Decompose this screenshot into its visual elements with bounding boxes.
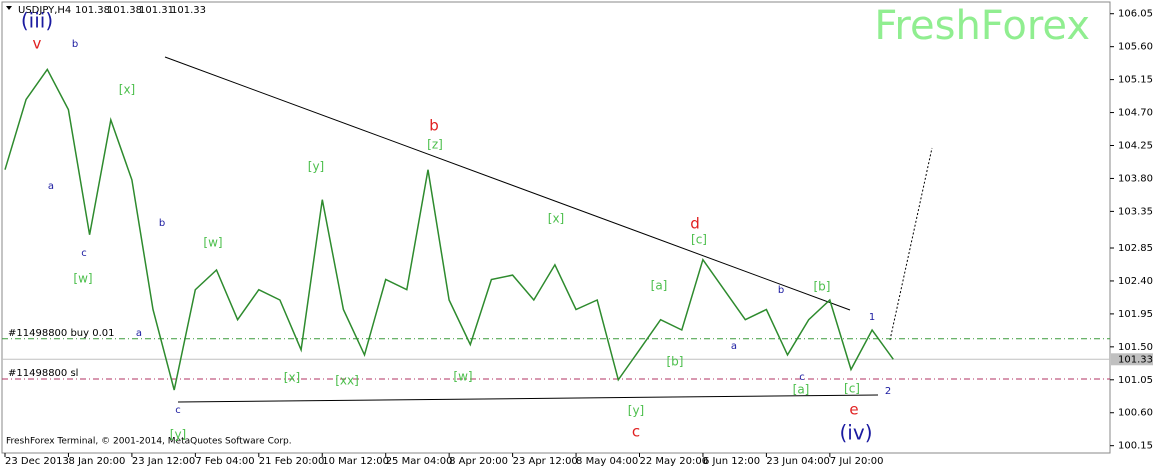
wave-label: [z]: [427, 138, 443, 152]
wave-label: c: [81, 248, 87, 259]
y-tick-label: 101.50: [1118, 342, 1153, 353]
wave-label: [c]: [691, 233, 707, 247]
x-tick-label: 10 Mar 12:00: [322, 456, 389, 467]
wave-label: b: [72, 39, 78, 50]
wave-label: [b]: [667, 355, 684, 369]
wave-label: [x]: [119, 83, 135, 97]
menu-arrow[interactable]: [6, 6, 12, 10]
wave-label: [w]: [73, 272, 92, 286]
y-tick-label: 104.70: [1118, 108, 1153, 119]
y-tick-label: 100.15: [1118, 441, 1153, 452]
wave-label: [x]: [284, 371, 300, 385]
ohlc-value: 101.31: [139, 5, 174, 16]
y-tick-label: 103.35: [1118, 206, 1153, 217]
wave-label: v: [33, 35, 42, 53]
x-tick-label: 8 Jan 20:00: [68, 456, 125, 467]
ohlc-value: 101.38: [107, 5, 142, 16]
x-tick-label: 7 Feb 04:00: [195, 456, 254, 467]
wave-label: [w]: [203, 236, 222, 250]
x-tick-label: 23 Jun 04:00: [766, 456, 830, 467]
x-tick-label: 6 Jun 12:00: [703, 456, 760, 467]
x-tick-label: 23 Apr 12:00: [513, 456, 578, 467]
x-tick-label: 23 Dec 2013: [5, 456, 69, 467]
wave-label: (iv): [840, 421, 873, 445]
y-tick-label: 104.25: [1118, 141, 1153, 152]
y-tick-label: 102.85: [1118, 243, 1153, 254]
wave-label: [a]: [651, 279, 668, 293]
y-tick-label: 103.80: [1118, 173, 1153, 184]
wave-label: c: [632, 423, 640, 441]
wave-label: e: [849, 401, 858, 419]
price-line: [4, 67, 894, 391]
wave-label: [y]: [170, 428, 186, 442]
y-tick-label: 101.05: [1118, 375, 1153, 386]
y-tick-label: 102.40: [1118, 276, 1153, 287]
wave-label: (iii): [21, 9, 53, 33]
ohlc-value: 101.33: [171, 5, 206, 16]
wave-label: 1: [869, 312, 875, 323]
wave-label: [x]: [548, 212, 564, 226]
footer: FreshForex Terminal, © 2001-2014, MetaQu…: [6, 437, 292, 447]
y-tick-label: 106.05: [1118, 9, 1153, 20]
projection: [889, 147, 933, 341]
x-tick-label: 22 May 20:00: [640, 456, 709, 467]
symbol: USDJPY,H4: [18, 5, 71, 16]
y-tick-label: 105.60: [1118, 42, 1153, 53]
wave-label: [y]: [628, 404, 644, 418]
wave-label: [a]: [793, 383, 810, 397]
trend-line: [177, 394, 879, 403]
wave-label: a: [731, 341, 737, 352]
wave-label: b: [429, 117, 439, 135]
wave-label: b: [778, 285, 784, 296]
x-tick-label: 8 Apr 20:00: [449, 456, 508, 467]
wave-label: [xx]: [335, 374, 359, 388]
y-tick-label: 100.60: [1118, 408, 1153, 419]
wave-label: c: [175, 405, 181, 416]
wave-label: a: [136, 328, 142, 339]
current-price-label: 101.33: [1118, 354, 1153, 365]
y-tick-label: 105.15: [1118, 75, 1153, 86]
wave-label: d: [690, 215, 700, 233]
x-tick-label: 25 Mar 04:00: [386, 456, 453, 467]
ohlc-value: 101.38: [75, 5, 110, 16]
wave-label: [w]: [453, 370, 472, 384]
x-tick-label: 21 Feb 20:00: [259, 456, 325, 467]
plot-area: [1, 1, 1111, 454]
current-price-box: [1111, 353, 1153, 366]
y-tick-label: 101.95: [1118, 309, 1153, 320]
level-label: #11498800 buy 0.01: [8, 328, 115, 339]
x-tick-label: 7 Jul 20:00: [830, 456, 884, 467]
wave-label: b: [159, 218, 165, 229]
wave-label: 2: [885, 386, 891, 397]
wave-label: [b]: [814, 280, 831, 294]
watermark: FreshForex: [874, 3, 1090, 49]
wave-label: c: [799, 372, 805, 383]
wave-label: a: [48, 181, 54, 192]
x-tick-label: 8 May 04:00: [576, 456, 638, 467]
wave-label: [c]: [844, 382, 860, 396]
level-label: #11498800 sl: [8, 368, 78, 379]
trend-line: [164, 56, 851, 311]
x-tick-label: 23 Jan 12:00: [132, 456, 195, 467]
wave-label: [y]: [308, 160, 324, 174]
